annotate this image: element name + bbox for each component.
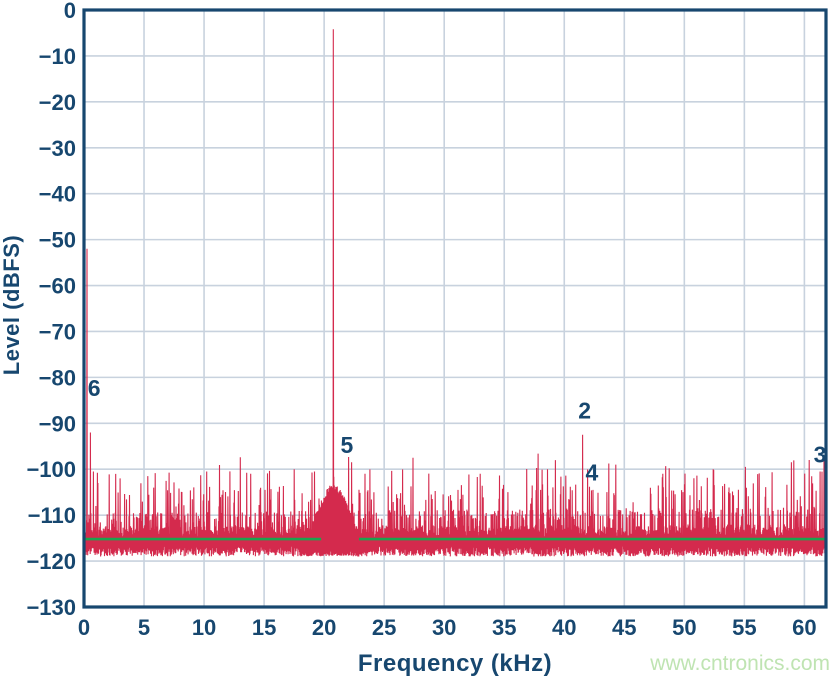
y-tick-label: −10 [39,44,76,69]
y-tick-label: 0 [64,0,76,23]
x-tick-label: 30 [432,615,456,640]
x-tick-label: 10 [192,615,216,640]
x-tick-label: 25 [372,615,396,640]
y-tick-label: −130 [26,595,76,620]
x-tick-label: 15 [252,615,276,640]
y-tick-label: −60 [39,274,76,299]
harmonic-marker-label: 2 [578,398,591,424]
x-tick-label: 5 [138,615,150,640]
spectrum-trace [83,29,827,557]
y-tick-label: −20 [39,90,76,115]
harmonic-marker-label: 6 [88,375,101,401]
y-tick-label: −80 [39,365,76,390]
x-tick-label: 55 [732,615,756,640]
y-tick-label: −100 [26,457,76,482]
harmonic-marker-label: 4 [585,460,598,486]
y-tick-label: −110 [28,503,76,528]
plot-frame [82,8,828,609]
y-tick-label: −40 [39,182,76,207]
harmonic-marker-label: 5 [341,432,354,458]
x-tick-label: 20 [312,615,336,640]
x-tick-label: 40 [552,615,576,640]
y-tick-label: −70 [39,319,76,344]
x-tick-label: 60 [792,615,816,640]
harmonic-marker-label: 3 [814,441,827,467]
x-tick-label: 50 [672,615,696,640]
y-tick-label: −50 [39,228,76,253]
watermark-text: www.cntronics.com [650,652,830,675]
y-tick-label: −120 [26,549,76,574]
y-axis-title: Level (dBFS) [0,234,24,376]
x-tick-label: 0 [78,615,90,640]
y-tick-label: −30 [39,136,76,161]
x-tick-label: 45 [612,615,636,640]
x-axis-title: Frequency (kHz) [357,650,553,677]
y-tick-label: −90 [39,411,76,436]
x-tick-label: 35 [492,615,516,640]
